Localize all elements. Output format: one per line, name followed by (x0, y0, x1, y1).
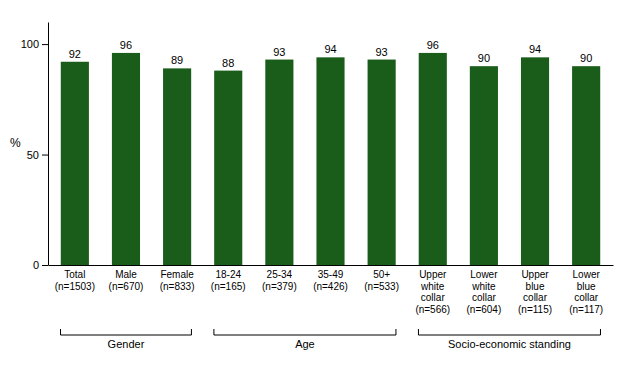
x-tick-label-line: Lower (470, 269, 498, 280)
y-tick-mark (42, 155, 48, 156)
x-tick: Male(n=670) (109, 269, 144, 292)
data-label: 88 (222, 57, 234, 69)
bar (214, 71, 242, 265)
data-label: 90 (478, 52, 490, 64)
group-bracket (418, 329, 600, 335)
bar (470, 66, 498, 265)
y-tick: 50 (27, 149, 48, 161)
x-tick-label-line: 35-49 (318, 269, 344, 280)
bar (572, 66, 600, 265)
data-label: 92 (69, 48, 81, 60)
data-label: 96 (427, 39, 439, 51)
data-label: 94 (529, 43, 541, 55)
bars (61, 53, 600, 265)
x-tick-label-line: Lower (573, 269, 601, 280)
x-tick-label: Upperbluecollar(n=115) (518, 269, 552, 315)
group-label: Age (295, 338, 315, 350)
data-label: 90 (580, 52, 592, 64)
group-label: Gender (108, 338, 145, 350)
x-tick-label-line: collar (574, 292, 599, 303)
x-tick: 50+(n=533) (364, 269, 399, 292)
x-tick-label: Female(n=833) (160, 269, 195, 292)
x-tick-label-line: (n=165) (211, 281, 246, 292)
data-label: 89 (171, 54, 183, 66)
bar (316, 57, 344, 265)
bar (368, 60, 396, 265)
y-axis-title: % (10, 136, 21, 150)
x-tick-label: Upperwhitecollar(n=566) (415, 269, 450, 315)
x-tick-label-line: Male (115, 269, 137, 280)
bar (163, 68, 191, 265)
x-tick-label-line: (n=670) (109, 281, 144, 292)
x-tick-label-line: (n=533) (364, 281, 399, 292)
x-tick-label-line: blue (577, 281, 596, 292)
data-label: 96 (120, 39, 132, 51)
x-tick-label-line: blue (526, 281, 545, 292)
x-tick-label: 25-34(n=379) (262, 269, 297, 292)
x-tick-label-line: 18-24 (215, 269, 241, 280)
x-tick: Total(n=1503) (55, 269, 95, 292)
data-labels: 92 96 89 88 93 94 93 96 90 94 90 (69, 39, 593, 69)
x-tick-label: Lowerwhitecollar(n=604) (467, 269, 502, 315)
x-tick-label-line: collar (523, 292, 548, 303)
x-tick-label-line: Total (64, 269, 85, 280)
x-tick-label-line: (n=1503) (55, 281, 95, 292)
group-bracket (214, 329, 396, 335)
x-tick-label: Male(n=670) (109, 269, 144, 292)
y-axis-line (48, 23, 49, 266)
y-tick-label: 100 (21, 38, 39, 50)
y-tick-mark (42, 265, 48, 266)
groups: Gender Age Socio-economic standing (61, 329, 601, 350)
bar (112, 53, 140, 265)
bar (61, 62, 89, 265)
group-label: Socio-economic standing (448, 338, 571, 350)
x-tick-label: 50+(n=533) (364, 269, 399, 292)
x-tick-label-line: Upper (521, 269, 549, 280)
data-label: 94 (324, 43, 336, 55)
x-tick: Upperwhitecollar(n=566) (415, 269, 450, 315)
x-tick-label-line: (n=379) (262, 281, 297, 292)
x-tick-label-line: collar (421, 292, 446, 303)
bar (521, 57, 549, 265)
x-tick-label-line: collar (472, 292, 497, 303)
y-tick-label: 50 (27, 149, 39, 161)
x-axis: Total(n=1503) Male(n=670) Female(n=833) 18-… (49, 266, 614, 315)
x-tick-label-line: (n=115) (518, 304, 552, 315)
data-label: 93 (376, 46, 388, 58)
x-tick: Female(n=833) (160, 269, 195, 292)
x-tick: 18-24(n=165) (211, 269, 246, 292)
x-tick-label-line: 50+ (373, 269, 390, 280)
y-tick-label: 0 (33, 259, 39, 271)
x-tick-label-line: (n=117) (569, 304, 603, 315)
y-axis: 0 50 100 (21, 23, 49, 272)
x-axis-line (49, 265, 614, 266)
bar (265, 60, 293, 265)
x-tick: Upperbluecollar(n=115) (518, 269, 552, 315)
x-tick-label: Total(n=1503) (55, 269, 95, 292)
group-bracket (61, 329, 192, 335)
x-tick-label: 18-24(n=165) (211, 269, 246, 292)
x-tick-label-line: white (471, 281, 496, 292)
x-tick-label-line: (n=604) (467, 304, 502, 315)
x-tick: 35-49(n=426) (313, 269, 348, 292)
x-tick-label: 35-49(n=426) (313, 269, 348, 292)
x-tick-label: Lowerbluecollar(n=117) (569, 269, 603, 315)
bar (419, 53, 447, 265)
x-tick-label-line: (n=566) (415, 304, 450, 315)
chart: 92 96 89 88 93 94 93 96 90 94 90 0 50 100% Total(n=150… (0, 0, 625, 365)
x-tick-label-line: 25-34 (267, 269, 293, 280)
x-tick-label-line: (n=426) (313, 281, 348, 292)
x-tick: Lowerwhitecollar(n=604) (467, 269, 502, 315)
x-tick-label-line: white (420, 281, 445, 292)
x-tick-label-line: Female (160, 269, 194, 280)
y-tick: 100 (21, 38, 48, 50)
x-tick-label-line: Upper (419, 269, 447, 280)
data-label: 93 (273, 46, 285, 58)
y-tick: 0 (33, 259, 48, 271)
x-tick: 25-34(n=379) (262, 269, 297, 292)
y-tick-mark (42, 44, 48, 45)
x-tick: Lowerbluecollar(n=117) (569, 269, 603, 315)
x-tick-label-line: (n=833) (160, 281, 195, 292)
